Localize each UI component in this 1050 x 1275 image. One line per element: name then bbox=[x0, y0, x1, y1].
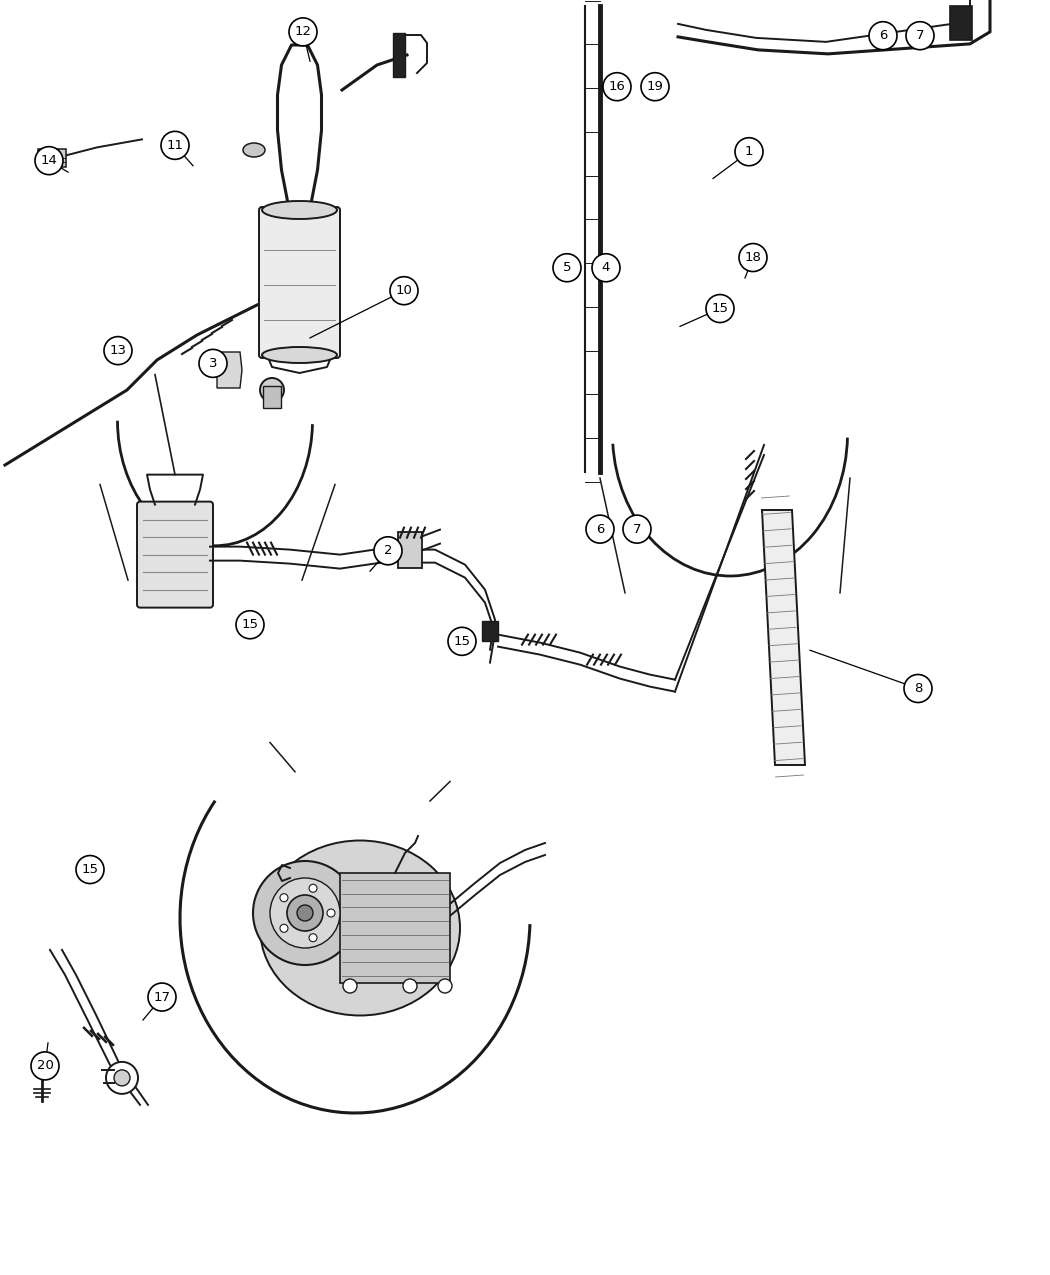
Circle shape bbox=[623, 515, 651, 543]
Text: 5: 5 bbox=[563, 261, 571, 274]
Polygon shape bbox=[217, 352, 242, 388]
Text: 6: 6 bbox=[879, 29, 887, 42]
Text: 6: 6 bbox=[595, 523, 604, 536]
Text: 3: 3 bbox=[209, 357, 217, 370]
Circle shape bbox=[106, 1062, 138, 1094]
Circle shape bbox=[906, 22, 934, 50]
Circle shape bbox=[586, 515, 614, 543]
Circle shape bbox=[297, 905, 313, 921]
Bar bbox=[340, 873, 450, 983]
Circle shape bbox=[35, 147, 63, 175]
Ellipse shape bbox=[243, 143, 265, 157]
Text: 15: 15 bbox=[712, 302, 729, 315]
Circle shape bbox=[869, 22, 897, 50]
Circle shape bbox=[280, 924, 288, 932]
Ellipse shape bbox=[262, 201, 337, 219]
Bar bbox=[398, 532, 422, 567]
Circle shape bbox=[161, 131, 189, 159]
Bar bbox=[262, 386, 281, 408]
Circle shape bbox=[592, 254, 620, 282]
Bar bbox=[950, 6, 972, 40]
Text: 16: 16 bbox=[609, 80, 626, 93]
Text: 13: 13 bbox=[109, 344, 126, 357]
Circle shape bbox=[603, 73, 631, 101]
Circle shape bbox=[287, 895, 323, 931]
Bar bbox=[38, 149, 66, 167]
Text: 7: 7 bbox=[633, 523, 642, 536]
Circle shape bbox=[640, 73, 669, 101]
Circle shape bbox=[236, 611, 264, 639]
Text: 8: 8 bbox=[914, 682, 922, 695]
Circle shape bbox=[553, 254, 581, 282]
Circle shape bbox=[114, 1070, 130, 1086]
Circle shape bbox=[253, 861, 357, 965]
Text: 14: 14 bbox=[41, 154, 58, 167]
Circle shape bbox=[706, 295, 734, 323]
Circle shape bbox=[270, 878, 340, 949]
Circle shape bbox=[200, 349, 227, 377]
Text: 20: 20 bbox=[37, 1060, 54, 1072]
Circle shape bbox=[76, 856, 104, 884]
FancyBboxPatch shape bbox=[136, 501, 213, 608]
Circle shape bbox=[260, 377, 284, 402]
Circle shape bbox=[148, 983, 176, 1011]
Circle shape bbox=[739, 244, 766, 272]
Circle shape bbox=[289, 18, 317, 46]
Ellipse shape bbox=[260, 840, 460, 1015]
Circle shape bbox=[448, 627, 476, 655]
Text: 1: 1 bbox=[744, 145, 753, 158]
Text: 10: 10 bbox=[396, 284, 413, 297]
Ellipse shape bbox=[262, 347, 337, 363]
Circle shape bbox=[904, 674, 932, 703]
Circle shape bbox=[309, 885, 317, 892]
Polygon shape bbox=[762, 510, 805, 765]
Text: 15: 15 bbox=[242, 618, 258, 631]
FancyBboxPatch shape bbox=[259, 207, 340, 358]
Circle shape bbox=[374, 537, 402, 565]
Text: 7: 7 bbox=[916, 29, 924, 42]
Circle shape bbox=[390, 277, 418, 305]
Text: 12: 12 bbox=[294, 26, 312, 38]
Circle shape bbox=[735, 138, 763, 166]
Circle shape bbox=[280, 894, 288, 901]
Circle shape bbox=[309, 933, 317, 942]
Circle shape bbox=[438, 979, 452, 993]
Circle shape bbox=[104, 337, 132, 365]
Circle shape bbox=[327, 909, 335, 917]
Circle shape bbox=[32, 1052, 59, 1080]
Text: 17: 17 bbox=[153, 991, 170, 1003]
Circle shape bbox=[403, 979, 417, 993]
Text: 19: 19 bbox=[647, 80, 664, 93]
Bar bbox=[393, 33, 405, 76]
Text: 18: 18 bbox=[744, 251, 761, 264]
Text: 11: 11 bbox=[167, 139, 184, 152]
Circle shape bbox=[343, 979, 357, 993]
Text: 15: 15 bbox=[454, 635, 470, 648]
Text: 15: 15 bbox=[82, 863, 99, 876]
Bar bbox=[482, 621, 498, 640]
Text: 4: 4 bbox=[602, 261, 610, 274]
Text: 2: 2 bbox=[383, 544, 393, 557]
